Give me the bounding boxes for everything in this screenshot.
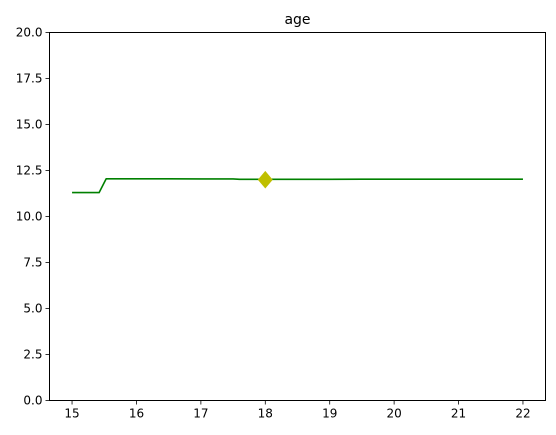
- chart-title: age: [284, 12, 310, 28]
- x-tick-label: 20: [386, 407, 401, 421]
- series-line: [72, 177, 523, 194]
- data-layer: [72, 170, 523, 194]
- x-tick-label: 22: [515, 407, 530, 421]
- x-tick-label: 17: [193, 407, 208, 421]
- x-tick-label: 15: [64, 407, 79, 421]
- x-tick-label: 18: [258, 407, 273, 421]
- y-tick-label: 12.5: [16, 164, 43, 178]
- y-tick-label: 15.0: [16, 118, 43, 132]
- y-tick-label: 2.5: [23, 348, 42, 362]
- x-tick-label: 19: [322, 407, 337, 421]
- y-tick-label: 10.0: [16, 210, 43, 224]
- y-tick-label: 17.5: [16, 72, 43, 86]
- highlight-marker: [257, 170, 273, 189]
- x-tick-label: 16: [129, 407, 144, 421]
- y-tick-label: 5.0: [23, 302, 42, 316]
- y-tick-label: 7.5: [23, 256, 42, 270]
- y-tick-label: 20.0: [16, 26, 43, 40]
- axes-layer: 15 16 17 18 19 20 21 22 0.0 2.5 5.0 7.5 10.0 12.5 15.0…: [16, 26, 531, 421]
- y-tick-label: 0.0: [23, 394, 42, 408]
- x-tick-label: 21: [451, 407, 466, 421]
- plot-frame: [49, 32, 546, 401]
